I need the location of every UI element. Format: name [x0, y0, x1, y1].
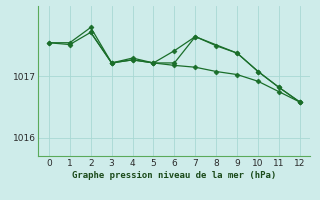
X-axis label: Graphe pression niveau de la mer (hPa): Graphe pression niveau de la mer (hPa)	[72, 171, 276, 180]
